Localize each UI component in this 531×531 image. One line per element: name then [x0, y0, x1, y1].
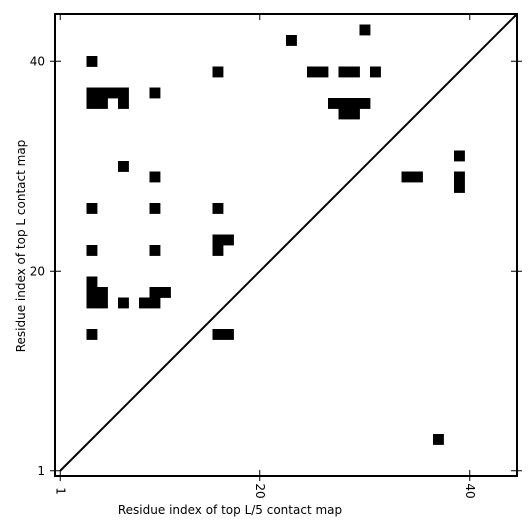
contact-cell: [359, 24, 371, 36]
x-tick-label: 40: [463, 483, 477, 498]
contact-cell: [401, 171, 413, 183]
contact-cell: [149, 287, 161, 298]
contact-cell: [139, 297, 150, 309]
contact-cell: [349, 66, 360, 78]
contact-cell: [317, 66, 329, 78]
contact-cell: [454, 171, 465, 183]
contact-cell: [97, 98, 108, 109]
contact-cell: [454, 182, 465, 193]
contact-cell: [212, 234, 224, 246]
axis-ticks: 1 20 40 1 20 40: [30, 14, 522, 499]
contact-cell: [338, 98, 350, 109]
contact-cell: [149, 87, 161, 99]
contact-cell: [359, 98, 371, 109]
contact-cell: [370, 66, 381, 78]
contact-cell: [86, 56, 98, 67]
contact-cell: [97, 297, 108, 309]
contact-cell: [86, 98, 98, 109]
contact-cell: [86, 245, 98, 256]
contact-cell: [118, 161, 129, 172]
diagonal-line: [59, 13, 518, 472]
contact-cell: [286, 35, 297, 46]
contact-cell: [349, 98, 360, 109]
contact-cell: [86, 203, 98, 214]
contact-cell: [149, 297, 161, 309]
contact-cell: [149, 203, 161, 214]
contact-cell: [338, 108, 350, 120]
x-axis-label: Residue index of top L/5 contact map: [118, 503, 342, 517]
contact-cell: [328, 98, 339, 109]
contact-cell: [118, 297, 129, 309]
contact-cell: [223, 234, 234, 246]
contact-cell: [86, 87, 98, 99]
x-tick-label: 20: [253, 483, 267, 498]
contact-cell: [160, 287, 171, 298]
contact-cell: [338, 66, 350, 78]
contact-cell: [307, 66, 318, 78]
contact-cell: [97, 87, 108, 99]
contact-cell: [118, 87, 129, 99]
contact-cell: [212, 66, 224, 78]
contact-cell: [212, 329, 224, 340]
contact-cell: [412, 171, 423, 183]
contact-cell: [118, 98, 129, 109]
contact-cell: [433, 434, 444, 445]
contact-cell: [86, 287, 98, 298]
contact-cell: [212, 245, 224, 256]
contact-cell: [454, 150, 465, 162]
contact-cell: [149, 171, 161, 183]
contact-cell: [107, 87, 119, 99]
contact-cell: [149, 245, 161, 256]
contact-cell: [223, 329, 234, 340]
contact-cell: [349, 108, 360, 120]
y-axis-label: Residue index of top L contact map: [14, 140, 28, 353]
x-tick-label: 1: [53, 487, 67, 495]
contact-cells: [86, 24, 465, 445]
contact-cell: [97, 287, 108, 298]
plot-frame: [54, 13, 518, 477]
y-tick-label: 40: [30, 54, 45, 68]
contact-cell: [86, 297, 98, 309]
contact-cell: [86, 276, 98, 288]
contact-cell: [212, 203, 224, 214]
contact-cell: [86, 329, 98, 340]
y-tick-label: 1: [37, 464, 45, 478]
y-tick-label: 20: [30, 264, 45, 278]
